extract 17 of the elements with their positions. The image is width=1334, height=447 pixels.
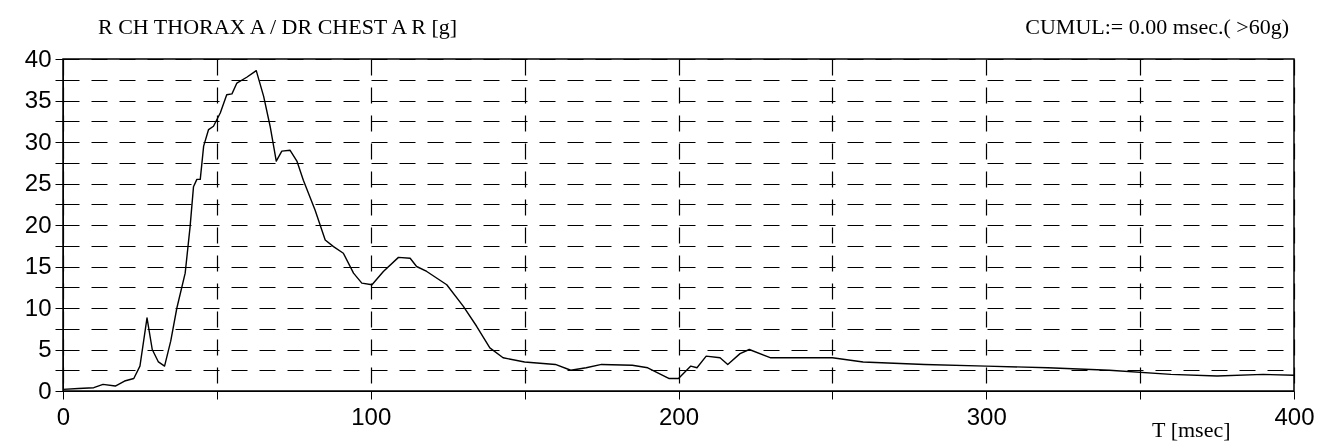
y-tick-label: 0 (38, 376, 52, 404)
x-tick-label: 0 (56, 402, 71, 430)
chart-title: R CH THORAX A / DR CHEST A R [g] (98, 14, 458, 39)
y-tick-label: 40 (24, 44, 52, 72)
y-tick-label: 15 (24, 252, 52, 279)
y-tick-label: 20 (24, 210, 52, 238)
y-tick-label: 35 (24, 86, 52, 113)
x-tick-label: 200 (658, 402, 700, 430)
x-tick-label: 400 (1274, 402, 1315, 430)
y-tick-label: 25 (24, 169, 52, 196)
x-axis-title: T [msec] (1152, 416, 1231, 442)
y-tick-label: 10 (24, 293, 52, 321)
y-tick-label: 5 (38, 335, 52, 362)
x-tick-label: 300 (966, 402, 1007, 430)
x-tick-label: 100 (351, 402, 392, 430)
y-tick-label: 30 (24, 127, 52, 155)
text: CUMUL:= 0.00 msec.( >60g) (1025, 14, 1289, 39)
